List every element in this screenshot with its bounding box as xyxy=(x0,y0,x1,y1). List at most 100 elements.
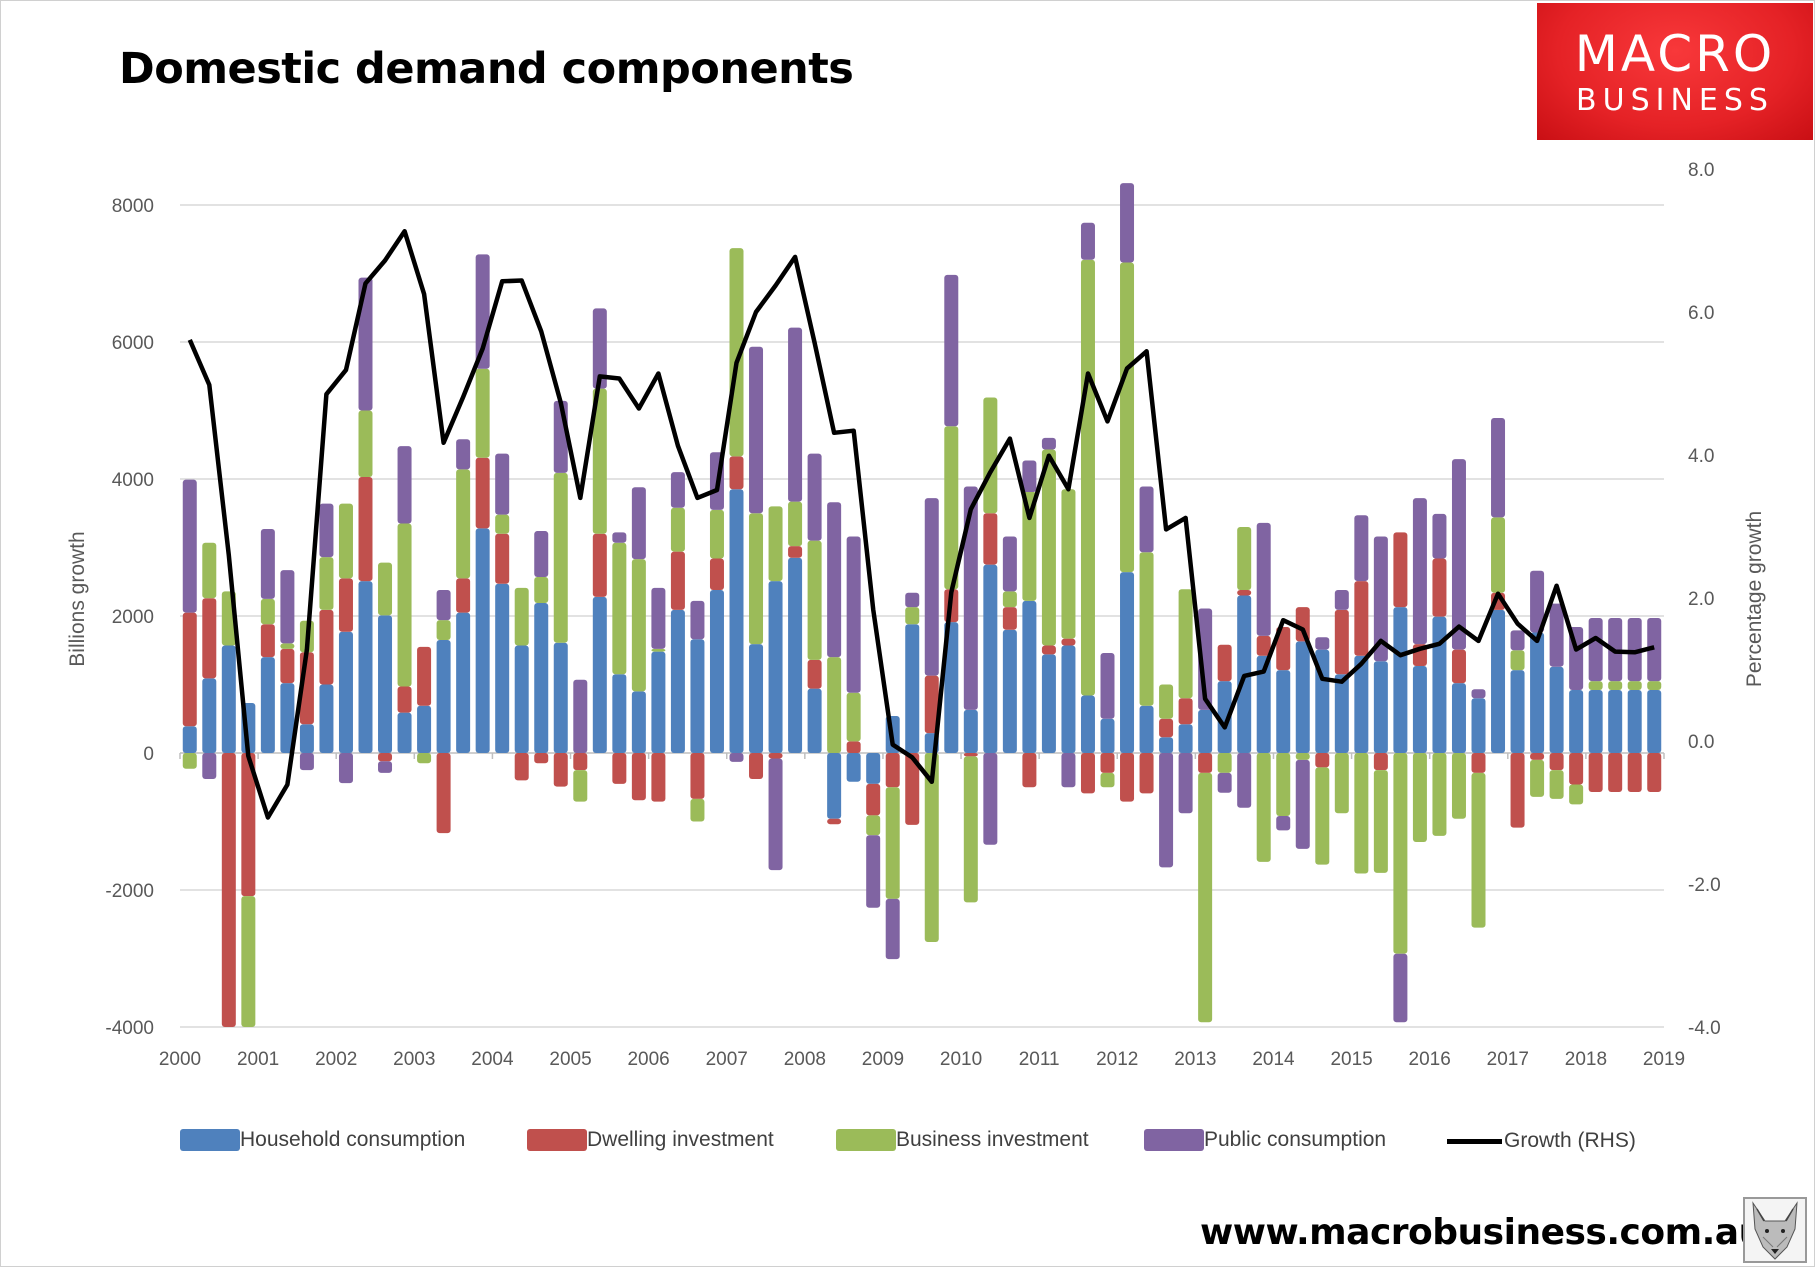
y2-tick-label: -4.0 xyxy=(1688,1018,1721,1039)
bar-household-2017q4 xyxy=(1569,689,1584,753)
bar-business-2017q2 xyxy=(1530,759,1545,797)
bar-dwelling-2005q3 xyxy=(612,753,627,784)
x-tick-label: 2000 xyxy=(159,1049,201,1070)
bar-household-2005q4 xyxy=(631,691,646,753)
bar-public-2006q1 xyxy=(651,587,666,649)
bar-public-2016q4 xyxy=(1491,418,1506,518)
bar-public-2002q1 xyxy=(338,753,353,784)
legend-growth: Growth (RHS) xyxy=(1447,1128,1636,1154)
bar-dwelling-2015q2 xyxy=(1373,753,1388,771)
bar-dwelling-2009q3 xyxy=(924,675,939,734)
bar-household-2007q3 xyxy=(768,581,783,753)
bar-household-2008q4 xyxy=(866,753,881,784)
bar-public-2010q2 xyxy=(983,753,998,845)
bar-household-2008q3 xyxy=(846,753,861,782)
bar-business-2005q2 xyxy=(592,388,607,534)
legend-swatch-growth xyxy=(1447,1138,1502,1144)
x-axis-ticks: 2000 2001 2002 2003 2004 2005 2006 2007 2008 2009… xyxy=(159,753,1685,1070)
legend-dwelling: Dwelling investment xyxy=(527,1128,774,1152)
bar-public-2004q1 xyxy=(495,453,510,515)
x-tick-label: 2010 xyxy=(940,1049,982,1070)
bar-dwelling-2013q1 xyxy=(1198,753,1213,773)
bar-household-2000q3 xyxy=(221,645,236,753)
bar-business-2008q3 xyxy=(846,692,861,742)
legend-label: Business investment xyxy=(896,1128,1089,1151)
chart-title: Domestic demand components xyxy=(119,44,854,94)
bar-business-2013q2 xyxy=(1217,753,1232,773)
logo-line-1: MACRO xyxy=(1574,25,1776,83)
bar-dwelling-2000q3 xyxy=(221,753,236,1027)
bar-public-2007q2 xyxy=(749,346,764,514)
bar-household-2000q2 xyxy=(202,678,217,753)
bar-business-2015q3 xyxy=(1393,753,1408,954)
bar-business-2014q2 xyxy=(1295,753,1310,760)
bar-business-2008q2 xyxy=(827,657,842,753)
bar-public-2015q2 xyxy=(1373,536,1388,662)
y-axis-right-ticks: 8.0 6.0 4.0 2.0 0.0 -2.0 -4.0 xyxy=(1688,160,1721,1039)
bar-business-2011q4 xyxy=(1100,772,1115,788)
x-tick-label: 2018 xyxy=(1565,1049,1607,1070)
bar-dwelling-2007q3 xyxy=(768,753,783,759)
legend: Household consumption Dwelling investmen… xyxy=(0,1128,1815,1158)
bar-business-2000q2 xyxy=(202,542,217,599)
bar-household-2002q4 xyxy=(397,712,412,753)
bar-household-2006q1 xyxy=(651,651,666,753)
bar-household-2014q2 xyxy=(1295,641,1310,753)
bar-public-2003q3 xyxy=(456,439,471,470)
bar-dwelling-2013q3 xyxy=(1237,589,1252,596)
bar-business-2001q2 xyxy=(280,643,295,649)
bar-household-2015q4 xyxy=(1412,666,1427,753)
bar-business-2005q1 xyxy=(573,770,588,802)
bar-business-2004q1 xyxy=(495,514,510,534)
bar-business-2008q4 xyxy=(866,815,881,836)
bar-dwelling-2014q4 xyxy=(1334,609,1349,675)
bar-dwelling-2006q2 xyxy=(670,551,685,610)
bar-household-2018q1 xyxy=(1588,689,1603,753)
bar-household-2013q4 xyxy=(1256,655,1271,753)
legend-label: Household consumption xyxy=(240,1128,466,1151)
bar-public-2015q4 xyxy=(1412,498,1427,645)
bar-business-2015q2 xyxy=(1373,770,1388,873)
chart-area: 8000 6000 4000 2000 0 -2000 -4000 8.0 6.0 4.0 2.0… xyxy=(66,160,1766,1070)
x-tick-label: 2008 xyxy=(784,1049,826,1070)
x-tick-label: 2015 xyxy=(1330,1049,1372,1070)
y-tick-label: 0 xyxy=(143,744,154,765)
y-tick-label: -2000 xyxy=(105,881,154,902)
bar-household-2007q2 xyxy=(749,644,764,753)
bar-business-2005q3 xyxy=(612,542,627,675)
y-tick-label: 6000 xyxy=(112,333,154,354)
bar-public-2002q2 xyxy=(358,277,373,411)
bar-household-2015q3 xyxy=(1393,607,1408,753)
bar-business-2008q1 xyxy=(807,540,822,660)
bar-business-2002q1 xyxy=(338,503,353,579)
bar-business-2010q4 xyxy=(1022,492,1037,601)
bar-household-2004q4 xyxy=(553,642,568,753)
bar-public-2014q1 xyxy=(1276,816,1291,831)
bar-public-2008q3 xyxy=(846,536,861,693)
bar-public-2016q1 xyxy=(1432,513,1447,559)
y-tick-label: -4000 xyxy=(105,1018,154,1039)
bar-household-2002q1 xyxy=(338,631,353,753)
x-tick-label: 2006 xyxy=(627,1049,669,1070)
bar-business-2006q3 xyxy=(690,798,705,822)
bar-public-2009q1 xyxy=(885,898,900,960)
bar-public-2014q3 xyxy=(1315,637,1330,650)
bar-dwelling-2011q3 xyxy=(1080,753,1095,794)
bar-household-2016q3 xyxy=(1471,698,1486,753)
bar-household-2004q2 xyxy=(514,645,529,753)
x-tick-label: 2014 xyxy=(1252,1049,1295,1070)
bar-business-2016q3 xyxy=(1471,772,1486,928)
bar-dwelling-2001q2 xyxy=(280,648,295,684)
bar-business-2002q3 xyxy=(378,562,393,616)
bar-dwelling-2000q1 xyxy=(182,612,197,727)
bar-household-2016q1 xyxy=(1432,616,1447,753)
bar-public-2013q2 xyxy=(1217,772,1232,793)
bar-business-2018q3 xyxy=(1627,681,1642,690)
x-tick-label: 2019 xyxy=(1643,1049,1685,1070)
bar-public-2012q4 xyxy=(1178,753,1193,814)
bar-household-2012q3 xyxy=(1159,737,1174,753)
bar-dwelling-2002q4 xyxy=(397,686,412,713)
bar-public-2015q3 xyxy=(1393,953,1408,1023)
bar-business-2010q1 xyxy=(963,756,978,903)
bar-business-2001q1 xyxy=(260,598,275,625)
